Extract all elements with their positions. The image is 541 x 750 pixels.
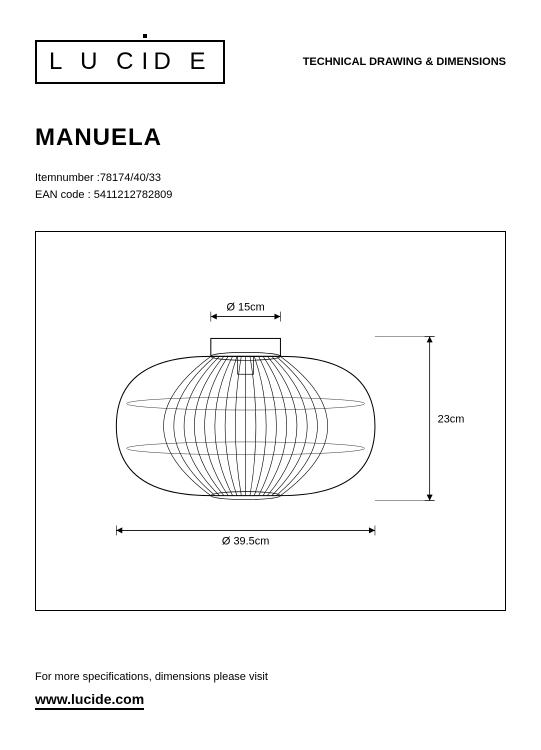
technical-drawing: Ø 15cm Ø 39.5cm 23cm (36, 232, 505, 610)
header-title: TECHNICAL DRAWING & DIMENSIONS (303, 56, 506, 68)
item-number-line: Itemnumber :78174/40/33 (35, 172, 506, 184)
ean-line: EAN code : 5411212782809 (35, 189, 506, 201)
footer-note: For more specifications, dimensions plea… (35, 671, 268, 683)
item-label: Itemnumber : (35, 172, 100, 184)
product-name: MANUELA (35, 124, 506, 152)
svg-text:Ø 15cm: Ø 15cm (226, 302, 264, 314)
ean-label: EAN code : (35, 189, 91, 201)
svg-text:Ø 39.5cm: Ø 39.5cm (222, 535, 269, 547)
logo-text-2: D E (153, 48, 211, 76)
footer-url: www.lucide.com (35, 691, 144, 710)
brand-logo: L U C I D E (35, 40, 225, 84)
header-row: L U C I D E TECHNICAL DRAWING & DIMENSIO… (35, 40, 506, 84)
logo-text: L U C (49, 48, 139, 76)
drawing-frame: Ø 15cm Ø 39.5cm 23cm (35, 231, 506, 611)
footer: For more specifications, dimensions plea… (35, 671, 268, 710)
ean-value: 5411212782809 (94, 189, 173, 201)
item-value: 78174/40/33 (100, 172, 161, 184)
svg-text:23cm: 23cm (438, 413, 465, 425)
